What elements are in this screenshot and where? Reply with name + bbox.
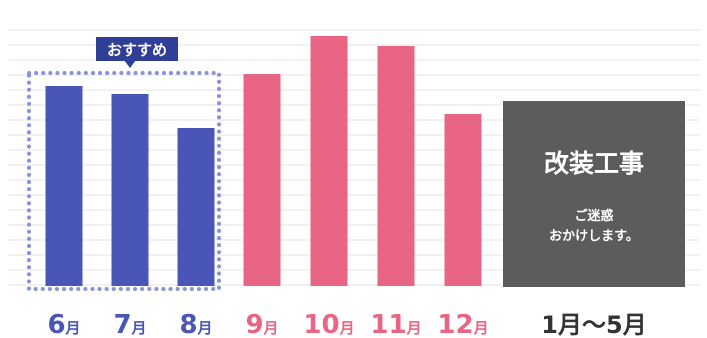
closed-message-line2: おかけします。 [549,229,639,244]
x-tick-label: 9月 [245,310,278,338]
x-tick-label: 7月 [113,310,146,338]
x-axis-labels: 6月 7月 8月 9月 10月 11月 12月 [47,310,488,338]
x-tick-label: 11月 [370,310,421,338]
recommend-frame [27,71,221,291]
recommend-badge: おすすめ [96,37,178,68]
recommend-badge-text: おすすめ [107,41,167,59]
x-tick-label: 8月 [179,310,212,338]
bar-5 [310,36,348,286]
bar-6 [377,46,415,286]
closed-message-line1: ご迷惑 [574,208,613,224]
bar-4 [243,74,281,286]
bar-2 [111,94,149,286]
x-tick-label: 10月 [303,310,354,338]
x-tick-label: 12月 [437,310,488,338]
bars [45,36,482,286]
bar-3 [177,128,215,286]
bar-7 [444,114,482,286]
x-tick-label: 6月 [47,310,80,338]
bar-1 [45,86,83,286]
closed-title: 改装工事 [544,149,644,178]
closed-period-box: 改装工事 ご迷惑 おかけします。 [503,101,685,287]
closed-period-label: 1月〜5月 [541,311,646,338]
